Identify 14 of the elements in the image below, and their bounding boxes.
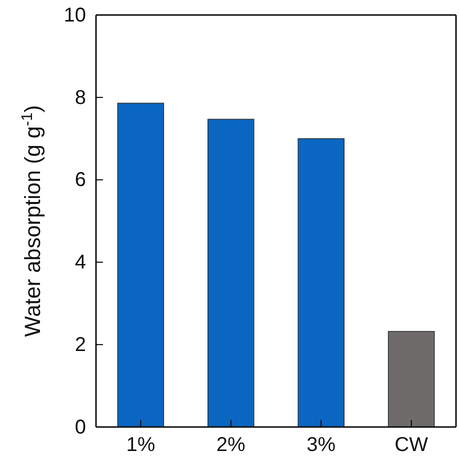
x-tick-label: 2%	[216, 434, 246, 456]
bar	[207, 118, 254, 428]
y-tick-label: 8	[74, 86, 86, 109]
y-tick-label: 0	[74, 416, 86, 438]
x-tick-label: CW	[394, 434, 428, 456]
bar	[388, 331, 435, 428]
x-tick-label: 3%	[306, 434, 336, 456]
y-tick-label: 6	[74, 169, 86, 192]
y-tick-label: 10	[64, 4, 86, 26]
y-tick-label: 4	[74, 252, 86, 274]
y-tick-label: 2	[74, 334, 86, 356]
bar	[117, 102, 164, 428]
bar	[298, 138, 345, 428]
x-tick-label: 1%	[126, 434, 156, 456]
